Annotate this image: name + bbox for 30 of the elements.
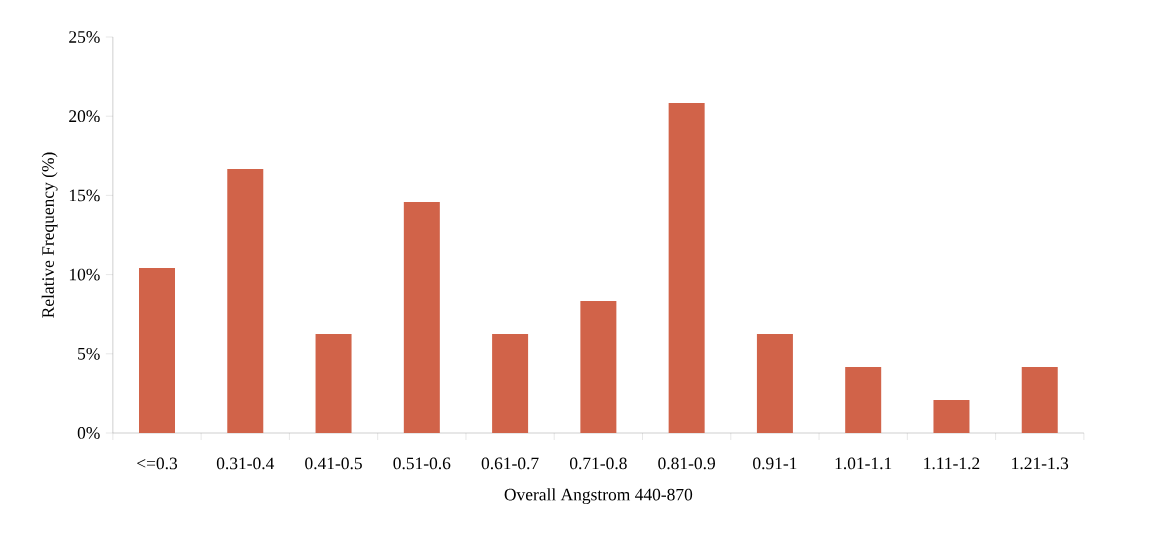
x-tick-label: 0.61-0.7 [481,457,539,470]
x-tick-label: <=0.3 [137,457,178,470]
bar [1021,366,1058,433]
x-axis-title: Overall Angstrom 440-870 [504,488,693,505]
bar [845,366,882,433]
y-tick-label: 25% [69,31,100,43]
bar [227,168,264,433]
y-tick-label: 15% [69,189,100,202]
bar [933,400,970,433]
bar [139,267,175,433]
bar [403,202,440,433]
x-tick-label: 0.91-1 [753,457,797,470]
x-tick-label: 0.51-0.6 [393,457,451,470]
x-tick-label: 1.01-1.1 [835,457,892,470]
x-tick-label: 1.21-1.3 [1012,457,1069,470]
bar [668,103,705,433]
y-tick-label: 10% [69,268,100,281]
bar [492,334,529,433]
y-tick-label: 20% [69,110,100,123]
x-tick-label: 0.31-0.4 [216,457,275,470]
x-tick-label: 0.41-0.5 [305,457,362,470]
y-tick-label: 0% [77,427,100,439]
y-axis-title: Relative Frequency (%) [41,152,58,318]
x-tick-label: 1.11-1.2 [924,457,980,470]
bar [756,334,793,433]
x-tick-label: 0.71-0.8 [569,457,627,470]
x-tick-label: 0.81-0.9 [658,457,715,470]
y-tick-label: 5% [78,347,100,360]
bar [580,301,617,433]
bar [315,334,352,433]
